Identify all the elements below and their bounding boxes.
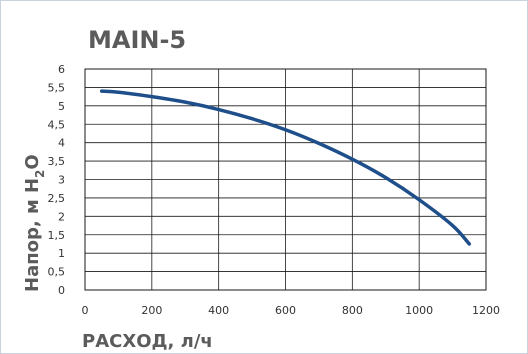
y-tick-label: 3 (58, 174, 65, 187)
x-tick-label: 600 (275, 304, 296, 317)
y-tick-label: 1 (58, 247, 65, 260)
x-tick-label: 1000 (405, 304, 433, 317)
series-layer (99, 89, 472, 246)
y-tick-label: 4,5 (48, 118, 66, 131)
pump-curve-line (99, 89, 472, 246)
x-tick-label: 200 (141, 304, 162, 317)
y-tick-label: 5 (58, 100, 65, 113)
y-tick-label: 0 (58, 284, 65, 297)
y-tick-label: 0,5 (48, 266, 66, 279)
x-tick-label: 400 (208, 304, 229, 317)
x-tick-label: 0 (82, 304, 89, 317)
plot-area-border (84, 68, 487, 291)
y-axis-label-subscript: 2 (33, 170, 47, 178)
y-axis-label-end: O (22, 154, 43, 169)
y-tick-label: 6 (58, 63, 65, 76)
y-axis-label: Напор, м H2O (22, 154, 47, 292)
y-tick-label: 3,5 (48, 155, 66, 168)
x-tick-label: 800 (342, 304, 363, 317)
tick-labels: 0 0,5 1 1,5 2 2,5 3 3,5 4 4,5 5 5,5 6 0 200 400 600 800 10… (48, 63, 501, 317)
y-tick-label: 1,5 (48, 229, 66, 242)
chart-title: MAIN-5 (88, 26, 186, 54)
y-tick-label: 2 (58, 210, 65, 223)
y-axis-label-main: Напор, м H (22, 178, 43, 292)
y-tick-label: 5,5 (48, 81, 66, 94)
x-tick-label: 1200 (472, 304, 500, 317)
y-tick-label: 2,5 (48, 192, 66, 205)
x-axis-label: РАСХОД, л/ч (82, 331, 213, 352)
y-tick-label: 4 (58, 137, 65, 150)
grid (84, 68, 487, 291)
